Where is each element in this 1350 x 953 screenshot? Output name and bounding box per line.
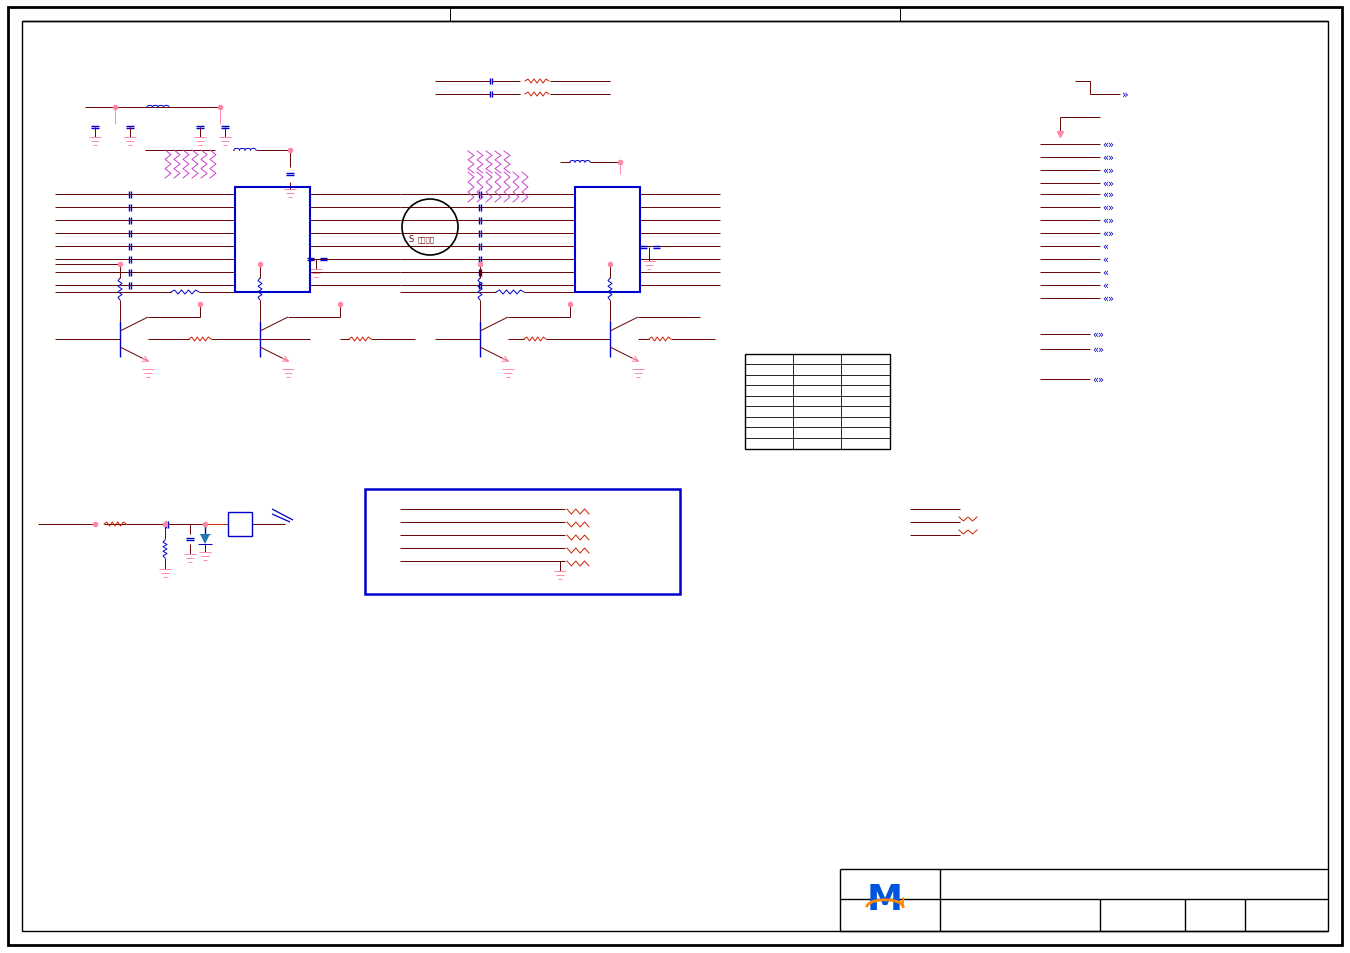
Polygon shape [200,535,211,544]
Bar [228,513,252,537]
Text: «»: «» [1102,229,1114,239]
Text: «»: «» [1092,330,1104,339]
Text: «: « [1102,268,1108,277]
Text: «»: «» [1102,179,1114,189]
Text: «»: «» [1102,152,1114,163]
Text: «»: «» [1102,203,1114,213]
Text: S: S [408,235,413,244]
Text: «: « [1102,242,1108,252]
Text: «: « [1102,254,1108,265]
Text: M: M [867,882,903,916]
Text: «»: «» [1092,345,1104,355]
Bar [745,355,890,450]
Text: 阻抗变换: 阻抗变换 [418,236,435,243]
Bar [575,188,640,293]
Text: «: « [1102,281,1108,291]
Text: «»: «» [1102,140,1114,150]
Text: «»: «» [1102,166,1114,175]
Text: «»: «» [1102,215,1114,226]
Text: «»: «» [1102,190,1114,200]
Bar [364,490,680,595]
Bar [235,188,310,293]
Text: «»: «» [1092,375,1104,385]
Text: «»: «» [1102,294,1114,304]
Text: »: » [1122,90,1129,100]
